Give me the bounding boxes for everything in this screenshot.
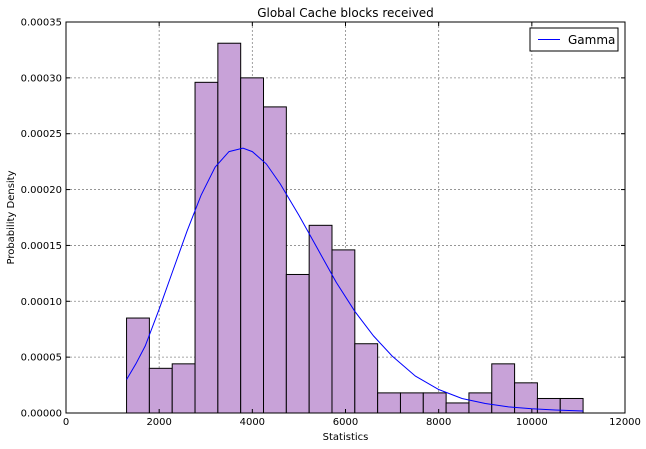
histogram-bar [126, 317, 150, 414]
histogram-bar [422, 392, 447, 414]
y-tick-label: 0.00020 [21, 185, 62, 196]
x-tick-label: 0 [63, 417, 69, 428]
x-axis-title: Statistics [323, 432, 369, 443]
histogram-bar [217, 42, 242, 414]
histogram-bar [377, 392, 401, 414]
x-tick-label: 6000 [333, 417, 358, 428]
y-tick-label: 0.00015 [21, 241, 62, 252]
legend-label-gamma: Gamma [568, 33, 615, 47]
histogram-bar [536, 397, 561, 414]
gamma-curve-layer [126, 147, 584, 412]
histogram-bar [331, 249, 356, 414]
x-tick-label: 2000 [146, 417, 171, 428]
x-tick-label: 12000 [609, 417, 641, 428]
histogram-bar [285, 273, 310, 414]
histogram-bar [263, 106, 287, 414]
histogram-bar [445, 402, 470, 414]
y-tick-label: 0.00030 [21, 73, 62, 84]
histogram-bar [399, 392, 424, 414]
axis-tick-labels: 0 2000 4000 6000 8000 10000 12000 0.00000 0.0000… [21, 18, 641, 429]
y-axis-title: Probability Density [6, 170, 17, 264]
gamma-curve [126, 147, 584, 412]
x-tick-label: 4000 [240, 417, 265, 428]
x-tick-label: 8000 [426, 417, 451, 428]
axis-ticks [65, 21, 626, 414]
legend-box [529, 27, 619, 52]
histogram-bar [148, 367, 173, 414]
y-tick-label: 0.00000 [21, 409, 62, 420]
y-tick-label: 0.00005 [21, 353, 62, 364]
histogram-bar [171, 363, 196, 414]
histogram-bar [194, 81, 219, 414]
y-tick-label: 0.00010 [21, 297, 62, 308]
legend: Gamma [529, 27, 619, 52]
grid [66, 22, 625, 413]
histogram-bar [240, 77, 265, 414]
chart-title: Global Cache blocks received [257, 6, 434, 20]
x-tick-label: 10000 [516, 417, 548, 428]
histogram-bar [354, 343, 379, 414]
histogram-bars [126, 42, 584, 414]
y-tick-label: 0.00035 [21, 18, 62, 29]
y-tick-label: 0.00025 [21, 129, 62, 140]
